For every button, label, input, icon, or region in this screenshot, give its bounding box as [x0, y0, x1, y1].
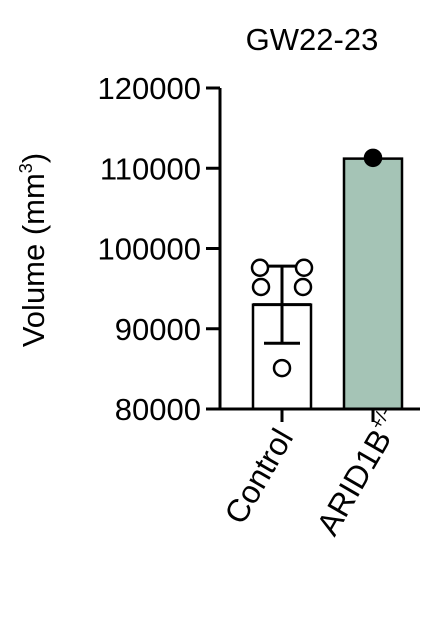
data-points	[250, 148, 383, 378]
chart-title: GW22-23	[246, 22, 379, 57]
bar-arid1b	[342, 157, 404, 411]
y-axis-label: Volume (mm3)	[16, 153, 51, 347]
y-axis-label-text: Volume (mm	[16, 173, 51, 347]
data-point	[272, 358, 292, 378]
y-tick-label: 80000	[115, 392, 201, 427]
data-point	[294, 258, 314, 278]
data-point	[251, 277, 271, 297]
x-tick-label-control: Control	[217, 423, 300, 530]
y-tick-label: 90000	[115, 312, 201, 347]
y-tick-label: 120000	[98, 71, 201, 106]
x-tick-label-main: Control	[217, 423, 300, 530]
data-point	[293, 277, 313, 297]
x-tick-label-arid1b: ARID1B+/-	[308, 404, 409, 541]
x-tick-label-main: ARID1B	[309, 423, 398, 541]
data-point	[250, 258, 270, 278]
y-axis-label-superscript: 3	[16, 163, 36, 173]
y-tick-label: 100000	[98, 232, 201, 267]
x-axis-tick-labels: Control ARID1B+/-	[217, 404, 409, 541]
y-axis-label-suffix: )	[16, 153, 51, 163]
data-point	[363, 148, 383, 168]
y-axis-ticks: 80000 90000 100000 110000 120000	[98, 71, 220, 427]
y-tick-label: 110000	[100, 151, 201, 186]
